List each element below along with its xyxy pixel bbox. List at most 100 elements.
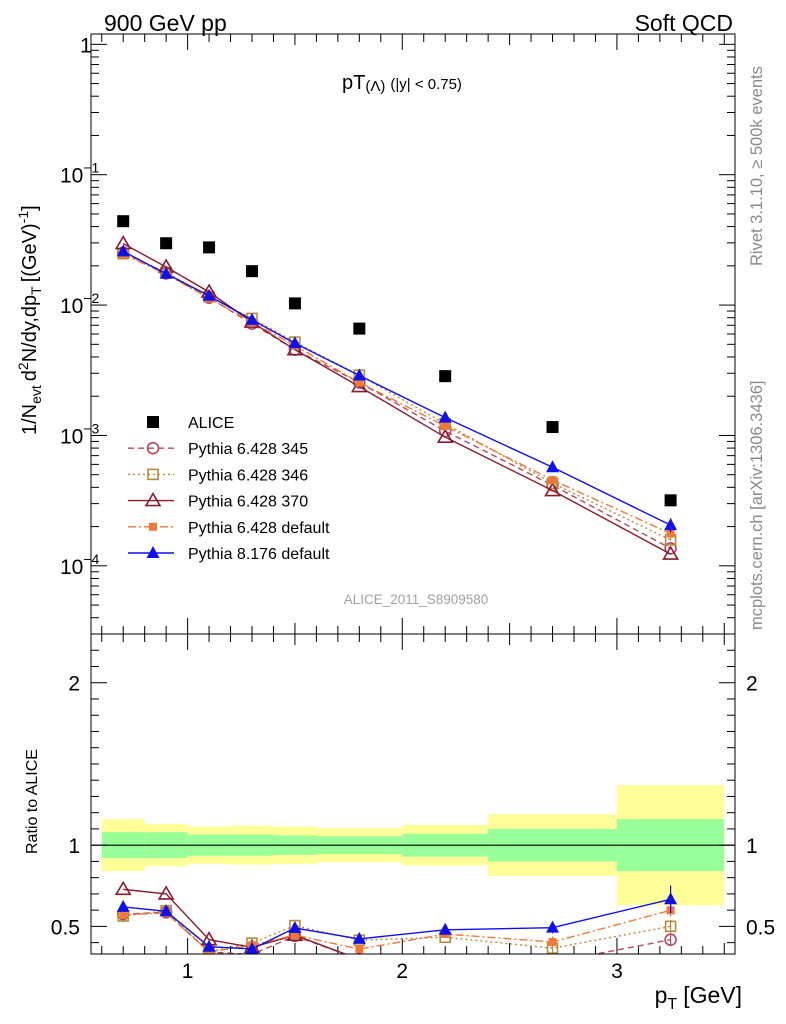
main-panel: 1 10−1 10−2 10−3 10−4: [60, 33, 736, 635]
main-point: [288, 297, 301, 310]
legend-label: Pythia 6.428 370: [188, 494, 308, 511]
ratio-uncertainty-bands: [91, 785, 735, 906]
main-point: [441, 422, 450, 431]
x-tick-label: 3: [611, 960, 623, 983]
x-tick-label: 2: [396, 960, 408, 983]
main-point: [116, 244, 130, 257]
mcplots-label: mcplots.cern.ch [arXiv:1306.3436]: [748, 381, 766, 630]
ratio-y-tick-label-right: 2: [746, 673, 758, 696]
main-y-tick-labels: 1 10−1 10−2 10−3 10−4: [60, 34, 100, 579]
svg-text:pT(Λ)(|y| < 0.75): pT(Λ) (|y| < 0.75): [342, 72, 462, 95]
main-point: [546, 460, 560, 473]
ratio-panel: 0.5 0.5 1 1 2 2 1 2 3: [51, 633, 775, 983]
main-y-tick-label: 1: [80, 34, 92, 57]
main-point: [662, 545, 679, 560]
main-point: [438, 410, 452, 423]
main-series-line: [122, 243, 671, 555]
x-tick-label: 1: [182, 960, 194, 983]
main-axis-ticks: [91, 34, 735, 635]
ratio-point: [288, 921, 302, 934]
legend-label: Pythia 6.428 345: [188, 441, 308, 458]
main-point: [288, 336, 302, 349]
ratio-y-tick-label-right: 1: [746, 835, 758, 858]
ratio-series-layer: [114, 880, 678, 982]
legend-item: Pythia 6.428 346: [128, 467, 308, 484]
main-y-tick-label: 10−4: [60, 551, 100, 579]
legend-label: Pythia 6.428 346: [188, 467, 308, 484]
main-series-3: [114, 235, 679, 560]
main-y-tick-label-base: 10: [60, 295, 83, 318]
main-point: [245, 312, 259, 325]
main-y-tick-label: 10−1: [60, 160, 100, 188]
main-point: [546, 421, 559, 434]
legend-marker: [147, 416, 159, 428]
ratio-point: [157, 885, 175, 900]
main-series-0: [117, 215, 677, 507]
ratio-point: [202, 939, 216, 952]
main-point: [202, 288, 216, 301]
plot-title-paren: (Λ): [365, 78, 385, 95]
legend-label: ALICE: [188, 415, 234, 432]
legend-item: Pythia 6.428 370: [128, 492, 308, 511]
ratio-point: [114, 880, 132, 896]
legend-label: Pythia 8.176 default: [188, 546, 330, 563]
main-point: [436, 428, 454, 443]
ratio-y-tick-label-right: 0.5: [746, 916, 775, 939]
legend-item: Pythia 8.176 default: [128, 546, 330, 563]
legend-marker: [146, 546, 160, 558]
legend-marker: [146, 441, 160, 455]
ratio-series-line: [123, 909, 671, 953]
rivet-label: Rivet 3.1.10, ≥ 500k events: [748, 66, 766, 266]
plot-title: pT(Λ) (|y| < 0.75): [342, 72, 462, 95]
main-series-line: [122, 253, 671, 541]
main-series-layer: [114, 215, 679, 560]
x-label-base: p: [655, 982, 668, 1008]
main-point: [203, 241, 216, 254]
main-point: [160, 237, 173, 250]
main-point: [548, 476, 557, 485]
ratio-y-tick-label-left: 0.5: [51, 916, 80, 939]
legend-item: ALICE: [147, 415, 234, 432]
main-y-label: 1/Nevtd2N/dy,dpT[(GeV)-1]: [15, 205, 44, 435]
legend-marker: [149, 522, 157, 531]
main-point: [664, 494, 677, 507]
main-point: [353, 322, 366, 335]
legend-marker: [147, 468, 159, 481]
ratio-frame: [90, 633, 736, 955]
x-axis-label: pT [GeV]: [655, 982, 742, 1013]
ratio-point: [159, 904, 173, 917]
analysis-id: ALICE_2011_S8909580: [344, 592, 489, 607]
header-left: 900 GeV pp: [104, 10, 227, 36]
ratio-point: [356, 953, 363, 954]
ratio-point: [116, 899, 130, 912]
ratio-series-5: [116, 885, 678, 954]
main-point: [544, 481, 561, 497]
ratio-series-line: [123, 909, 671, 953]
ratio-point: [355, 945, 364, 954]
main-y-tick-label-base: 10: [60, 165, 83, 188]
ratio-point: [438, 963, 452, 975]
main-point: [159, 266, 173, 279]
ratio-point: [440, 960, 451, 971]
main-point: [246, 265, 258, 278]
ratio-point: [547, 957, 558, 968]
ratio-point: [352, 931, 366, 944]
main-y-tick-label-base: 10: [60, 425, 83, 448]
main-point: [352, 368, 366, 381]
x-label-sub: T: [667, 996, 677, 1013]
x-label-unit: [GeV]: [683, 982, 742, 1008]
ratio-point: [546, 970, 560, 982]
ratio-series-line: [123, 898, 671, 950]
legend-item: Pythia 6.428 default: [128, 520, 330, 537]
plot-title-main: pT: [342, 72, 365, 94]
plot-title-cut: (|y| < 0.75): [390, 76, 462, 93]
main-y-tick-label: 10−3: [60, 420, 100, 448]
ratio-y-tick-label-left: 2: [68, 673, 80, 696]
legend: ALICE Pythia 6.428 345 Pythia 6.428 346 Pyt…: [128, 415, 330, 563]
main-y-tick-label-base: 1: [80, 34, 92, 57]
main-point: [355, 378, 364, 387]
ratio-y-tick-labels: 0.5 0.5 1 1 2 2: [51, 673, 775, 940]
main-y-tick-label: 10−2: [60, 290, 100, 318]
main-frame: [90, 33, 736, 635]
